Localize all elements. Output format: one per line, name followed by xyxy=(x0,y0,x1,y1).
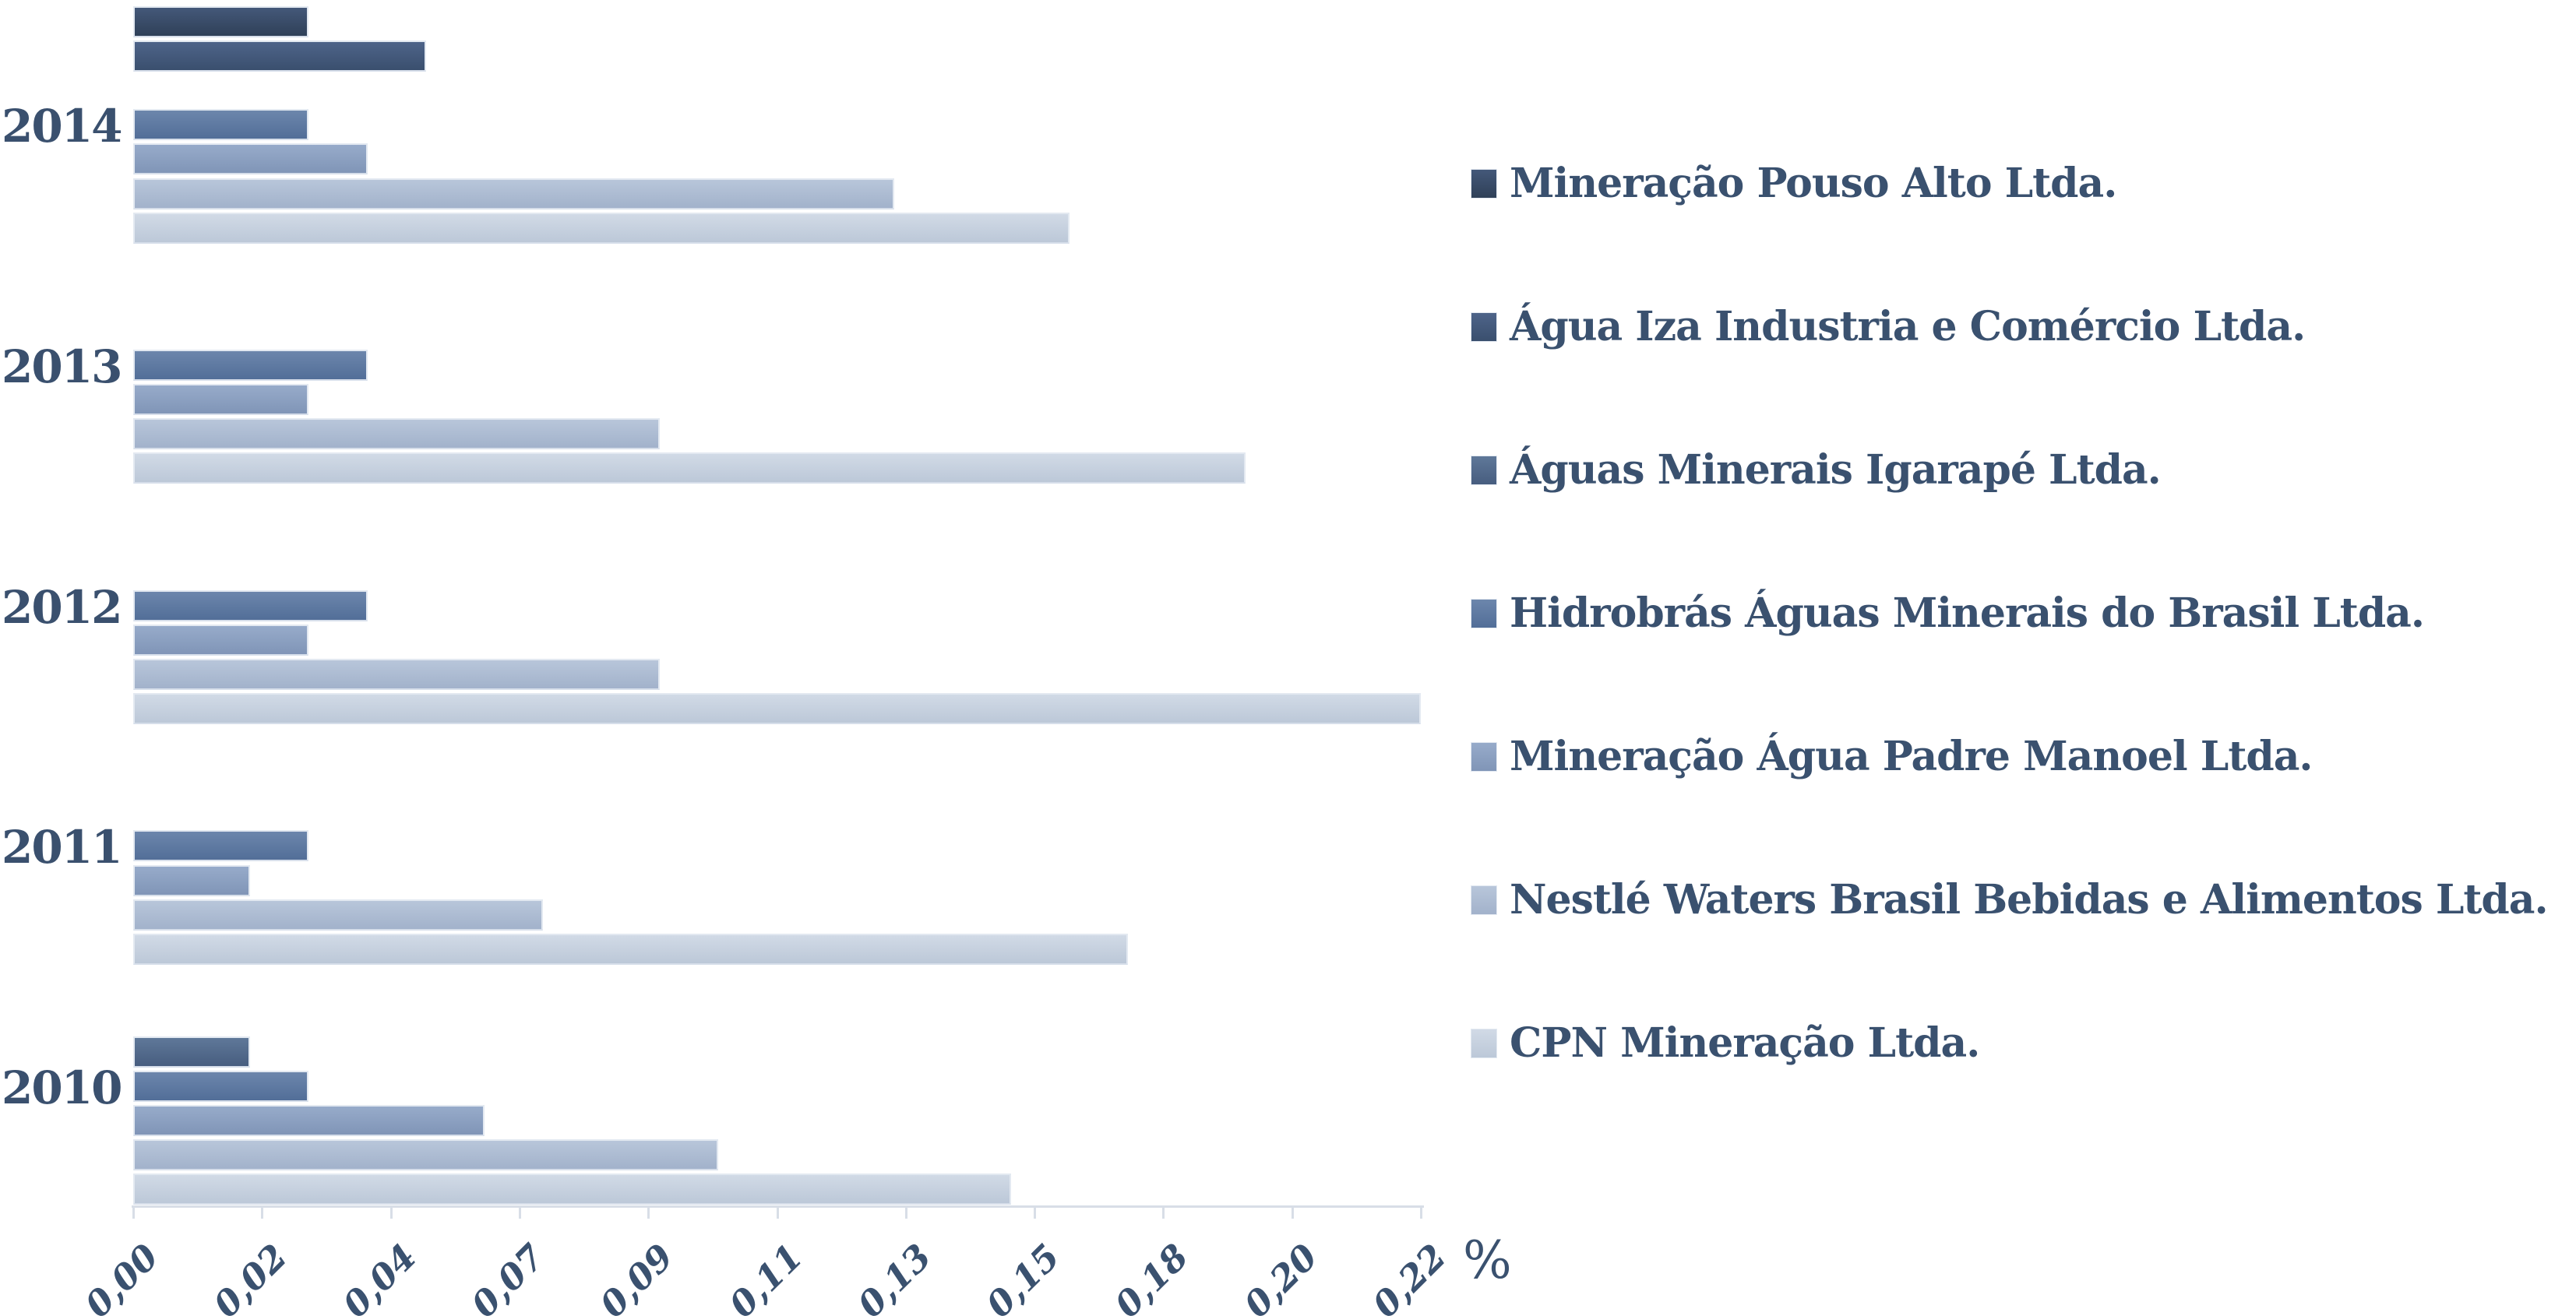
legend-label-1: Mineração Pouso Alto Ltda. xyxy=(1510,160,2117,207)
bar-2012-series-5 xyxy=(133,625,308,656)
bar-2014-series-4 xyxy=(133,109,308,140)
x-tick-label-0,20: 0,20 xyxy=(1235,1236,1326,1316)
legend-swatch-3 xyxy=(1471,456,1497,485)
bar-2010-series-5 xyxy=(133,1105,485,1136)
x-tick-mark xyxy=(132,1205,135,1219)
bar-2010-series-4 xyxy=(133,1071,308,1102)
bar-2010-series-6 xyxy=(133,1139,718,1170)
bar-2014-series-7 xyxy=(133,213,1070,244)
x-tick-mark xyxy=(261,1205,263,1219)
legend-label-4: Hidrobrás Águas Minerais do Brasil Ltda. xyxy=(1510,589,2425,637)
legend-label-2: Água Iza Industria e Comércio Ltda. xyxy=(1510,303,2306,350)
x-tick-mark xyxy=(1420,1205,1422,1219)
bar-2014-series-1 xyxy=(133,6,308,37)
bar-2010-series-3 xyxy=(133,1036,250,1068)
bar-2014-series-5 xyxy=(133,143,368,174)
x-tick-label-0,07: 0,07 xyxy=(463,1236,553,1316)
year-label-2013: 2013 xyxy=(2,340,122,393)
year-label-2010: 2010 xyxy=(2,1061,122,1114)
bar-2011-series-7 xyxy=(133,934,1128,965)
bar-2012-series-6 xyxy=(133,659,660,690)
x-tick-mark xyxy=(1292,1205,1294,1219)
legend-swatch-7 xyxy=(1471,1029,1497,1058)
x-tick-label-0,02: 0,02 xyxy=(205,1236,295,1316)
legend-swatch-2 xyxy=(1471,312,1497,342)
bar-2013-series-5 xyxy=(133,384,308,415)
x-tick-label-0,13: 0,13 xyxy=(849,1236,939,1316)
bar-2014-series-6 xyxy=(133,178,894,209)
x-tick-label-0,11: 0,11 xyxy=(721,1236,811,1316)
x-tick-label-0,09: 0,09 xyxy=(591,1236,682,1316)
bar-2011-series-4 xyxy=(133,830,308,861)
bar-2011-series-6 xyxy=(133,899,543,931)
legend-swatch-4 xyxy=(1471,599,1497,628)
bar-2011-series-5 xyxy=(133,865,250,896)
x-tick-mark xyxy=(1034,1205,1036,1219)
legend-label-5: Mineração Água Padre Manoel Ltda. xyxy=(1510,733,2313,780)
x-axis-unit-label: % xyxy=(1463,1230,1512,1290)
bar-2012-series-4 xyxy=(133,590,368,621)
x-tick-label-0,18: 0,18 xyxy=(1106,1236,1196,1316)
legend-label-7: CPN Mineração Ltda. xyxy=(1510,1019,1980,1067)
year-label-2011: 2011 xyxy=(2,821,122,874)
bar-2012-series-7 xyxy=(133,693,1421,724)
legend-swatch-5 xyxy=(1471,742,1497,772)
x-tick-mark xyxy=(1162,1205,1165,1219)
x-tick-label-0,00: 0,00 xyxy=(76,1236,167,1316)
legend-swatch-1 xyxy=(1471,169,1497,199)
bar-2010-series-7 xyxy=(133,1173,1011,1205)
x-tick-mark xyxy=(777,1205,779,1219)
x-tick-mark xyxy=(390,1205,393,1219)
legend-label-6: Nestlé Waters Brasil Bebidas e Alimentos… xyxy=(1510,876,2549,924)
x-tick-label-0,04: 0,04 xyxy=(334,1236,425,1316)
bar-2013-series-4 xyxy=(133,350,368,381)
x-tick-mark xyxy=(519,1205,521,1219)
legend-label-3: Águas Minerais Igarapé Ltda. xyxy=(1510,446,2162,494)
x-tick-mark xyxy=(647,1205,650,1219)
year-label-2014: 2014 xyxy=(2,100,122,153)
bar-2013-series-7 xyxy=(133,452,1246,484)
x-tick-label-0,22: 0,22 xyxy=(1364,1236,1454,1316)
bar-2014-series-2 xyxy=(133,40,426,72)
year-label-2012: 2012 xyxy=(2,581,122,634)
bar-2013-series-6 xyxy=(133,418,660,449)
x-tick-mark xyxy=(905,1205,907,1219)
legend-swatch-6 xyxy=(1471,885,1497,915)
x-tick-label-0,15: 0,15 xyxy=(978,1236,1068,1316)
